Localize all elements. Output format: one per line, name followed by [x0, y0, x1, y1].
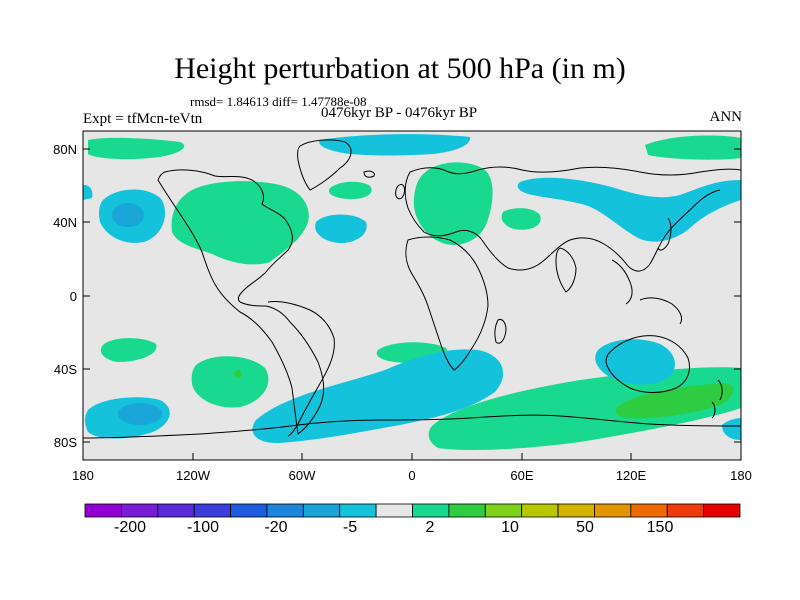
colorbar-label: -20 — [264, 519, 287, 536]
strong-negative-cores — [112, 203, 162, 425]
coastline-antarctica — [82, 414, 742, 439]
colorbar-box — [484, 503, 523, 518]
x-tick-label: 0 — [408, 468, 415, 483]
y-axis — [83, 148, 741, 443]
colorbar-label: 50 — [576, 519, 594, 536]
strong-negative-core-pacific — [112, 203, 144, 227]
negative-region-australia — [595, 339, 675, 385]
y-tick-labels: 80N 40N 0 40S 80S — [53, 142, 77, 450]
colorbar-label: -200 — [114, 519, 146, 536]
negative-region-arctic — [319, 134, 471, 156]
x-tick-label: 60E — [510, 468, 533, 483]
colorbar-box — [84, 503, 122, 518]
colorbar-box — [266, 503, 304, 518]
negative-region-atlantic — [315, 214, 367, 244]
y-tick-label: 40S — [54, 362, 77, 377]
map-panel — [82, 130, 742, 461]
negative-region-west-edge — [83, 184, 93, 200]
coastline-africa — [405, 236, 489, 371]
coastline-japan — [657, 217, 672, 251]
positive-region-middle-east — [501, 208, 541, 230]
colorbar-box — [412, 503, 450, 518]
coastline-india — [555, 247, 577, 293]
negative-region-far-southeast — [722, 418, 741, 440]
colorbar-label: 150 — [647, 519, 674, 536]
x-tick-label: 120W — [176, 468, 211, 483]
strong-negative-core-south-pacific — [118, 403, 162, 425]
positive-region-southern-ocean — [428, 367, 741, 450]
colorbar-box — [630, 503, 668, 518]
negative-anomaly-regions — [83, 134, 741, 444]
coastline-south-america — [267, 301, 335, 437]
y-tick-label: 0 — [70, 289, 77, 304]
negative-region-siberia — [517, 177, 741, 242]
coastline-eurasia — [404, 166, 742, 272]
figure-title: Height perturbation at 500 hPa (in m) — [174, 52, 626, 85]
coastline-iceland — [363, 170, 375, 178]
period-label: 0476kyr BP - 0476kyr BP — [321, 105, 478, 121]
colorbar-label: 2 — [426, 519, 435, 536]
positive-region-atlantic-north — [328, 181, 372, 200]
y-tick-label: 40N — [53, 215, 77, 230]
colorbar-label: 10 — [501, 519, 519, 536]
negative-region-south-atlantic — [252, 349, 504, 444]
positive-region-north-america — [171, 181, 309, 265]
strong-positive-core — [615, 383, 734, 419]
colorbar-box — [339, 503, 377, 518]
coastline-madagascar — [494, 319, 507, 344]
coastline-new-zealand — [711, 379, 723, 419]
colorbar-box — [594, 503, 632, 518]
x-tick-label: 120E — [616, 468, 647, 483]
x-tick-label: 60W — [289, 468, 316, 483]
colorbar-label: -100 — [187, 519, 219, 536]
colorbar-box — [302, 503, 341, 518]
colorbar-box — [557, 503, 595, 518]
positive-region-europe — [413, 162, 493, 245]
coastline-greenland — [297, 139, 352, 191]
experiment-label: Expt = tfMcn-teVtn — [83, 111, 203, 127]
positive-region-arctic-west — [88, 137, 185, 160]
x-tick-label: 180 — [730, 468, 752, 483]
coastline-australia — [605, 335, 690, 393]
coastline-southeast-asia — [611, 259, 683, 325]
positive-region-south-pacific-east — [191, 356, 269, 408]
colorbar-box — [521, 503, 559, 518]
y-tick-label: 80N — [53, 142, 77, 157]
colorbar-box — [375, 503, 413, 518]
colorbar-box — [448, 503, 486, 518]
coastlines — [82, 139, 742, 439]
y-tick-label: 80S — [54, 435, 77, 450]
colorbar-box — [230, 503, 268, 518]
colorbar-box — [703, 503, 741, 518]
colorbar — [84, 503, 741, 518]
strong-positive-spot — [234, 370, 242, 378]
colorbar-box — [157, 503, 195, 518]
colorbar-box — [120, 503, 159, 518]
positive-anomaly-regions — [88, 135, 741, 450]
x-tick-label: 180 — [72, 468, 94, 483]
colorbar-label: -5 — [343, 519, 357, 536]
season-label: ANN — [709, 109, 743, 125]
x-tick-labels: 180 120W 60W 0 60E 120E 180 — [72, 468, 752, 483]
positive-region-pacific-south — [100, 338, 157, 362]
coastline-north-america — [157, 169, 325, 435]
positive-region-arctic-east — [645, 135, 741, 160]
colorbar-box — [666, 503, 705, 518]
coastline-british-isles — [395, 183, 405, 200]
x-axis — [82, 453, 742, 460]
stats-line: rmsd= 1.84613 diff= 1.47788e-08 — [190, 94, 367, 109]
colorbar-box — [193, 503, 231, 518]
colorbar-labels: -200 -100 -20 -5 2 10 50 150 — [114, 519, 673, 536]
